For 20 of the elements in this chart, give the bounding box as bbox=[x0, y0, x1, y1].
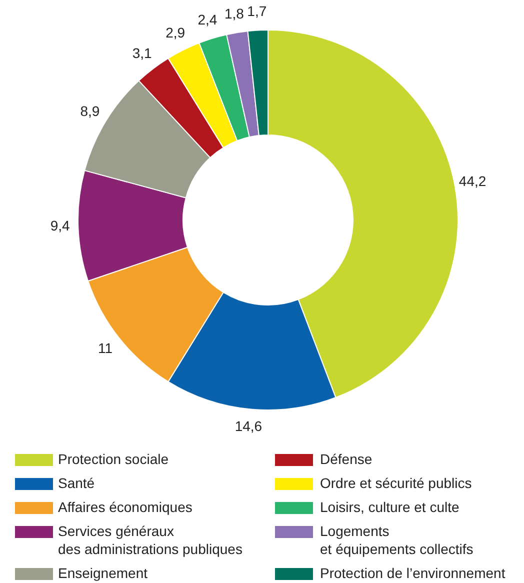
data-label: 11 bbox=[98, 340, 113, 356]
data-label: 1,7 bbox=[247, 3, 267, 19]
legend-label: Logements et équipements collectifs bbox=[320, 522, 474, 557]
legend-label: Protection de l’environnement bbox=[320, 564, 506, 581]
data-label: 14,6 bbox=[234, 418, 262, 434]
legend-label: Enseignement bbox=[58, 564, 148, 581]
data-label: 8,9 bbox=[80, 103, 100, 120]
legend-label: Affaires économiques bbox=[58, 498, 192, 515]
data-label: 1,8 bbox=[224, 5, 244, 22]
data-label: 2,4 bbox=[198, 12, 218, 28]
data-label: 3,1 bbox=[132, 45, 152, 62]
legend-label: Défense bbox=[320, 450, 372, 467]
data-label: 2,9 bbox=[166, 24, 186, 40]
data-label: 44,2 bbox=[458, 173, 486, 190]
legend-label: Ordre et sécurité publics bbox=[320, 474, 472, 491]
data-label: 9,4 bbox=[50, 217, 70, 234]
legend-label: Santé bbox=[58, 474, 95, 491]
legend-label: Protection sociale bbox=[58, 450, 169, 467]
legend-label: Loisirs, culture et culte bbox=[320, 498, 460, 515]
legend-label: Services généraux des administrations publiques bbox=[58, 522, 242, 557]
